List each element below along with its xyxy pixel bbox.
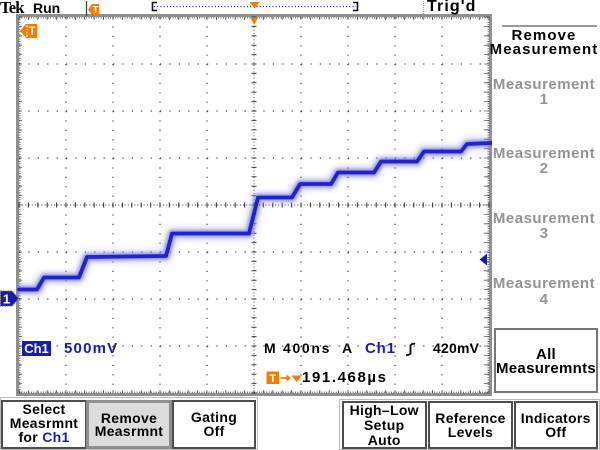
svg-text:1: 1 [3,292,10,307]
svg-text:T: T [92,5,98,16]
svg-text:T: T [269,373,276,385]
svg-text:T: T [28,26,35,38]
